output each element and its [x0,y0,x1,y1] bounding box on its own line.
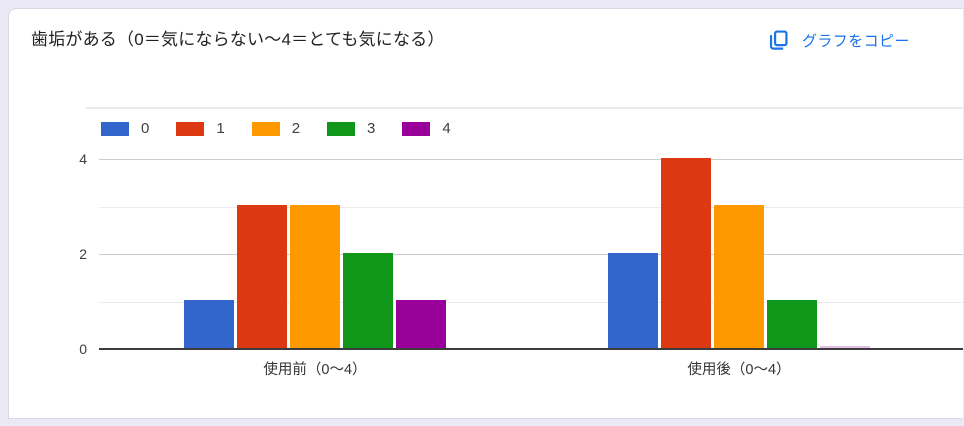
legend-item-0: 0 [101,120,149,137]
bar-before-series-3[interactable] [343,253,393,348]
x-axis-label-after: 使用後（0～4） [687,362,791,378]
bar-after-series-0[interactable] [608,253,658,348]
x-axis-line [99,348,963,350]
x-axis-label-before: 使用前（0～4） [263,362,367,378]
copy-button-label: グラフをコピー [802,32,910,50]
legend-item-1: 1 [176,120,225,137]
legend-label: 1 [216,120,225,137]
bar-before-series-2[interactable] [290,205,340,348]
legend-item-3: 3 [327,120,375,137]
legend-item-4: 4 [402,120,451,137]
legend-item-2: 2 [251,120,301,137]
bar-group-after [608,158,870,348]
legend-label: 0 [141,120,150,137]
y-axis-tick-0: 0 [79,341,87,357]
bar-after-series-4[interactable] [820,346,870,348]
legend-swatch-icon [101,121,129,136]
gridline-minor-3 [99,207,963,208]
plot-area [99,158,963,349]
gridline-major-4 [99,159,963,160]
legend-label: 2 [291,120,301,137]
chart-legend: 0 1 2 3 4 [101,120,451,137]
legend-swatch-icon [176,121,205,136]
bar-after-series-1[interactable] [661,158,711,348]
legend-label: 4 [442,120,451,137]
legend-swatch-icon [251,121,280,136]
bar-group-before [184,205,446,348]
y-axis-tick-2: 2 [79,246,87,262]
gridline-minor-1 [99,302,963,303]
bar-after-series-3[interactable] [767,300,817,348]
bar-before-series-1[interactable] [237,205,287,348]
copy-icon [767,29,789,51]
y-axis-tick-4: 4 [79,151,87,167]
legend-swatch-icon [327,121,356,136]
bar-before-series-0[interactable] [184,300,234,348]
gridline-major-2 [99,254,963,255]
bar-before-series-4[interactable] [396,300,446,348]
copy-chart-button[interactable]: グラフをコピー [761,25,916,55]
header-divider [86,107,963,109]
legend-label: 3 [367,120,376,137]
chart-title: 歯垢がある（0＝気にならない～4＝とても気になる） [31,30,445,49]
bar-after-series-2[interactable] [714,205,764,348]
legend-swatch-icon [402,121,431,136]
